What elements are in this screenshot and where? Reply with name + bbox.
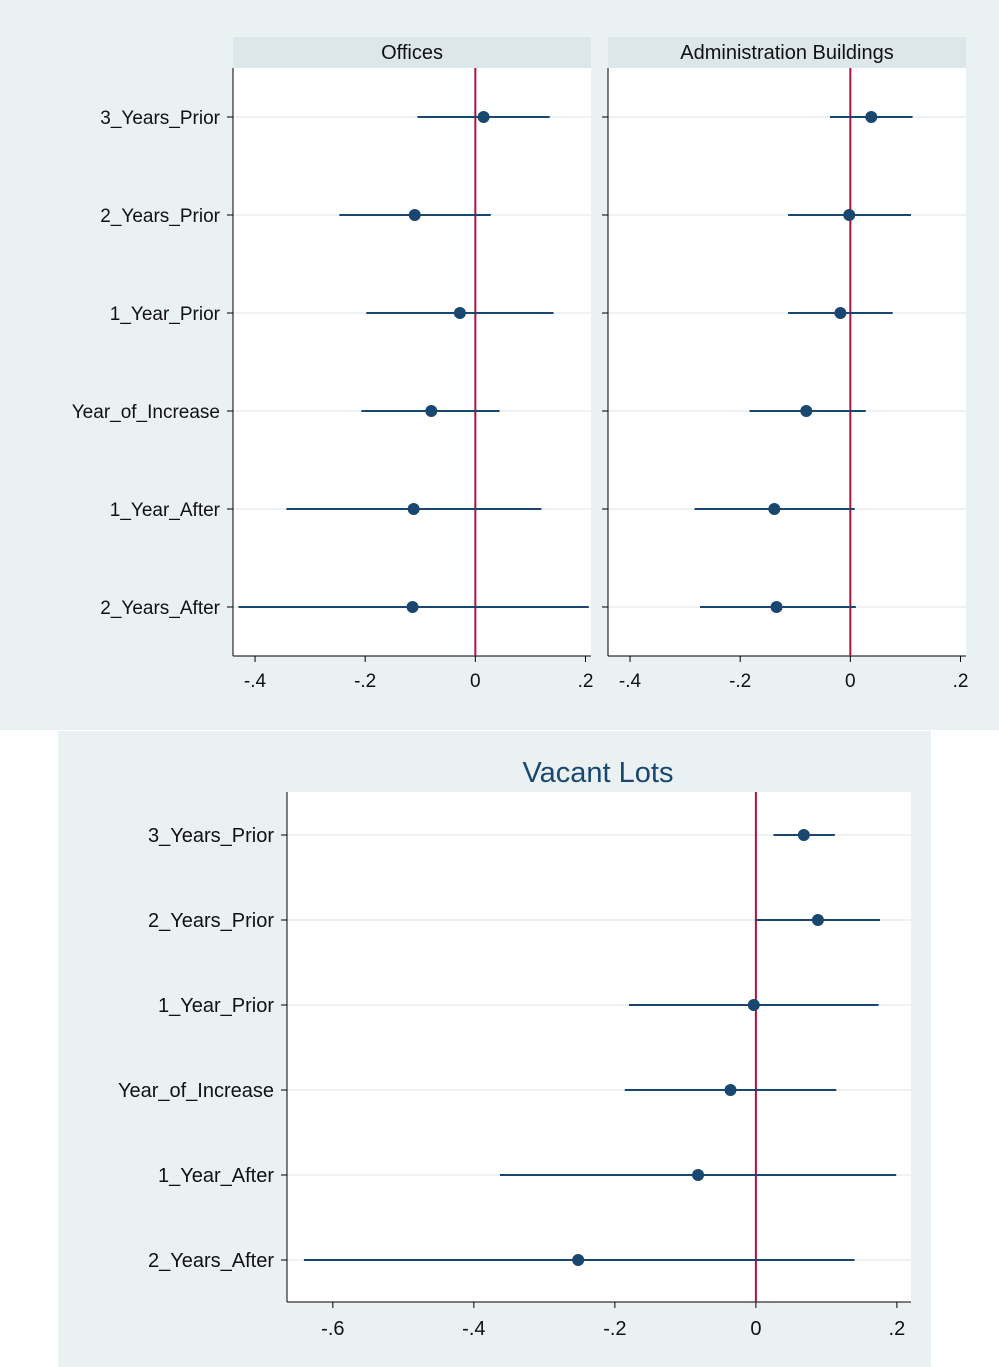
y-tick-label: 2_Years_Prior: [100, 206, 220, 227]
x-tick-label: 0: [470, 671, 481, 692]
vacant-lots-title: Vacant Lots: [522, 757, 673, 789]
admin-plot-area: [608, 68, 966, 656]
point-estimate: [843, 209, 856, 221]
x-tick-label: .2: [578, 671, 594, 692]
x-tick-label: -.6: [321, 1318, 344, 1340]
admin-panel: -.4 -.2 0 .2: [602, 68, 968, 692]
point-estimate: [768, 503, 781, 515]
point-estimate: [747, 999, 760, 1011]
x-tick-label: -.4: [244, 671, 267, 692]
point-estimate: [865, 111, 878, 123]
y-tick-label: Year_of_Increase: [118, 1080, 274, 1102]
point-estimate: [811, 914, 824, 926]
point-estimate: [477, 111, 490, 123]
point-estimate: [572, 1254, 585, 1266]
point-estimate: [800, 405, 813, 417]
y-tick-label: 2_Years_After: [148, 1250, 274, 1272]
y-tick-label: 1_Year_Prior: [110, 304, 221, 325]
point-estimate: [692, 1169, 705, 1181]
y-tick-label: 2_Years_Prior: [148, 910, 274, 932]
x-tick-label: -.2: [354, 671, 376, 692]
x-tick-label: 0: [750, 1318, 761, 1340]
offices-strip: [233, 37, 591, 68]
x-tick-label: .2: [953, 671, 969, 692]
offices-strip-label: Offices: [381, 42, 443, 64]
offices-plot-area: [233, 68, 591, 656]
y-tick-label: 2_Years_After: [100, 598, 220, 619]
x-tick-label: .2: [889, 1318, 906, 1340]
point-estimate: [408, 209, 421, 221]
y-tick-label: 3_Years_Prior: [148, 825, 274, 847]
vacant-lots-panel: 3_Years_Prior 2_Years_Prior 1_Year_Prior Ye…: [118, 792, 911, 1340]
y-tick-label: 3_Years_Prior: [100, 108, 220, 129]
y-tick-label: 1_Year_After: [158, 1165, 274, 1187]
admin-strip: [608, 37, 966, 68]
point-estimate: [834, 307, 847, 319]
point-estimate: [425, 405, 438, 417]
point-estimate: [453, 307, 466, 319]
vacant-plot-area: [287, 792, 911, 1302]
point-estimate: [770, 601, 783, 613]
y-tick-label: 1_Year_After: [110, 500, 221, 521]
x-tick-label: -.4: [619, 671, 642, 692]
x-tick-label: -.2: [729, 671, 751, 692]
offices-panel: 3_Years_Prior 2_Years_Prior 1_Year_Prior Ye…: [72, 68, 594, 692]
y-tick-label: Year_of_Increase: [72, 402, 220, 423]
point-estimate: [797, 829, 810, 841]
admin-strip-label: Administration Buildings: [680, 42, 893, 64]
y-tick-label: 1_Year_Prior: [158, 995, 274, 1017]
point-estimate: [724, 1084, 737, 1096]
x-tick-label: -.4: [462, 1318, 485, 1340]
x-tick-label: -.2: [603, 1318, 626, 1340]
x-tick-label: 0: [845, 671, 856, 692]
point-estimate: [407, 503, 420, 515]
point-estimate: [406, 601, 419, 613]
